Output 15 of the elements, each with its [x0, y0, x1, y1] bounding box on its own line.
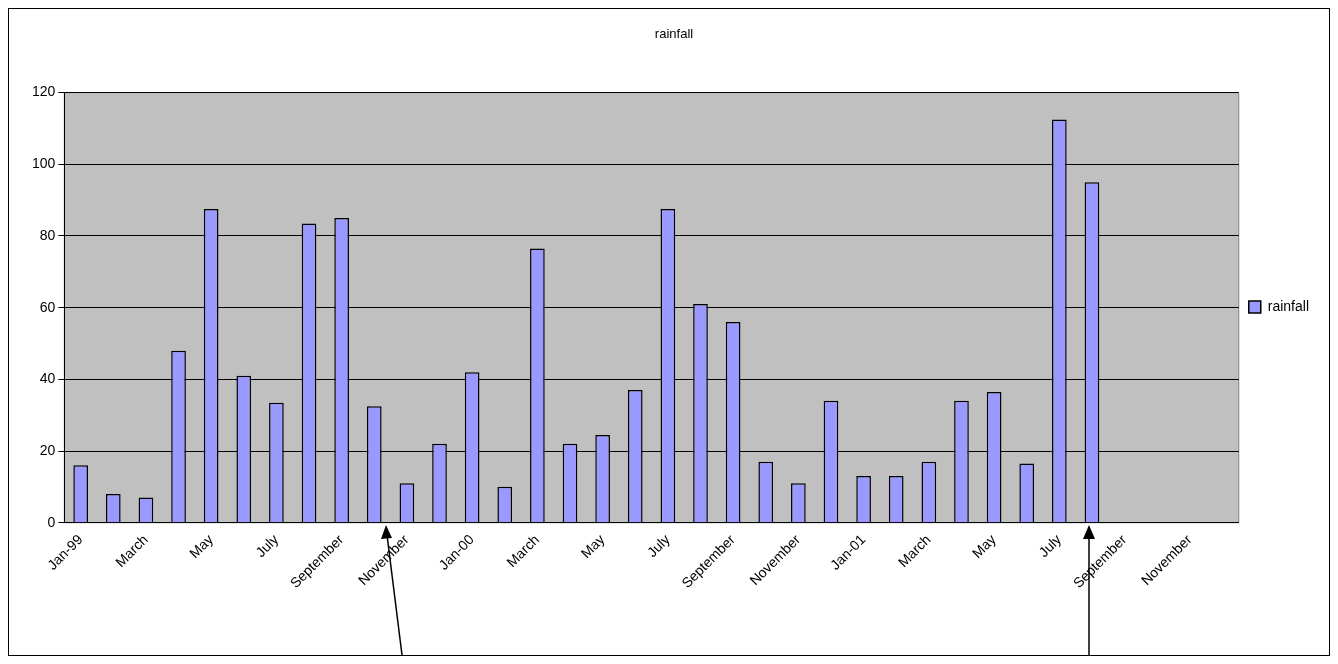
x-tick-label: July	[643, 531, 673, 561]
x-tick-label: May	[185, 531, 217, 562]
legend-label: rainfall	[1267, 297, 1310, 314]
x-tick-label: July	[252, 531, 282, 561]
x-tick-label: July	[1035, 531, 1065, 561]
chart-title: rainfall	[654, 26, 694, 42]
y-tick-label: 40	[39, 370, 56, 387]
y-tick-label: 20	[39, 441, 56, 458]
y-tick-label: 120	[32, 83, 56, 100]
y-tick-label: 60	[39, 298, 56, 315]
x-tick-label: May	[968, 531, 999, 562]
y-tick-label: 0	[47, 513, 56, 530]
y-tick-label: 100	[32, 155, 56, 172]
x-tick-label: May	[577, 531, 608, 562]
y-tick-label: 80	[39, 226, 56, 243]
